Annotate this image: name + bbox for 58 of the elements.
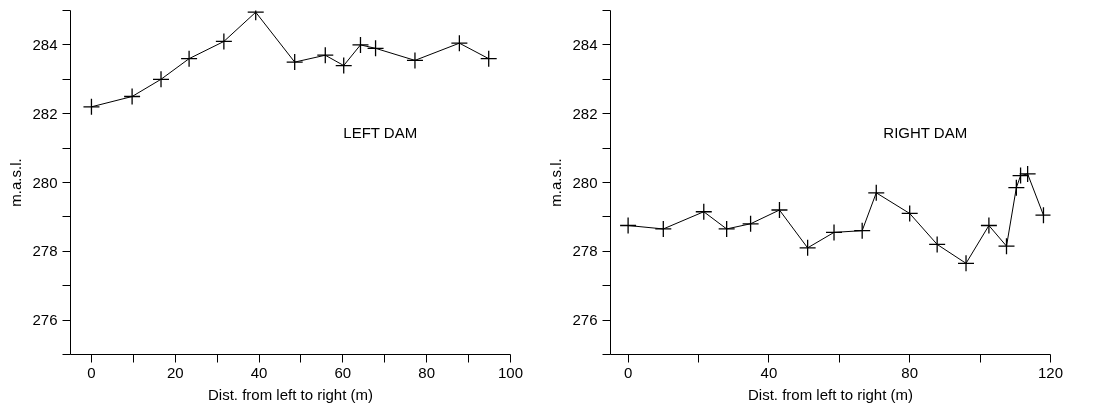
point	[123, 87, 141, 106]
annotation: RIGHT DAM	[883, 124, 968, 142]
point	[798, 239, 817, 257]
point	[450, 34, 469, 52]
x-axis-title: Dist. from left to right (m)	[747, 385, 914, 403]
point	[366, 39, 385, 57]
x-tick-label: 20	[166, 363, 184, 381]
point	[867, 184, 885, 202]
point	[406, 51, 424, 70]
point	[152, 70, 170, 88]
point	[853, 222, 871, 240]
y-tick-label: 284	[572, 35, 598, 53]
y-tick-label: 280	[572, 173, 598, 191]
point	[741, 215, 760, 233]
x-tick-label: 60	[334, 363, 352, 381]
point	[1011, 166, 1030, 185]
point	[1018, 165, 1037, 183]
point	[215, 32, 233, 51]
x-tick-label: 100	[497, 363, 524, 381]
point	[770, 201, 789, 219]
x-tick-label: 80	[901, 363, 919, 381]
y-tick-label: 276	[572, 311, 598, 329]
x-tick-label: 80	[418, 363, 436, 381]
point	[335, 56, 353, 75]
point	[1007, 179, 1026, 197]
y-tick-label: 280	[32, 173, 58, 191]
point	[654, 220, 672, 238]
y-tick-label: 282	[32, 104, 58, 122]
y-axis-title: m.a.s.l.	[7, 158, 25, 207]
annotation: LEFT DAM	[343, 124, 418, 142]
x-tick-label: 40	[250, 363, 268, 381]
y-axis-title: m.a.s.l.	[547, 158, 565, 207]
point	[901, 204, 919, 223]
point	[82, 98, 101, 116]
point	[718, 220, 736, 238]
point	[180, 50, 198, 68]
x-tick-label: 0	[623, 363, 633, 381]
point	[316, 46, 334, 64]
y-tick-label: 278	[32, 242, 58, 260]
point	[619, 216, 637, 235]
point	[1034, 206, 1051, 224]
y-tick-label: 276	[32, 311, 58, 329]
point	[957, 254, 975, 272]
x-tick-label: 120	[1037, 363, 1064, 381]
point	[351, 36, 370, 54]
point	[997, 237, 1016, 255]
x-tick-label: 0	[87, 363, 96, 381]
x-axis-title: Dist. from left to right (m)	[207, 385, 374, 403]
point	[480, 50, 498, 68]
point	[825, 223, 843, 242]
y-tick-label: 278	[572, 242, 598, 260]
y-tick-label: 282	[572, 104, 598, 122]
point	[928, 235, 946, 254]
point	[695, 203, 713, 221]
y-tick-label: 284	[32, 35, 58, 53]
point	[980, 216, 998, 235]
point	[286, 53, 304, 71]
x-tick-label: 40	[760, 363, 778, 381]
